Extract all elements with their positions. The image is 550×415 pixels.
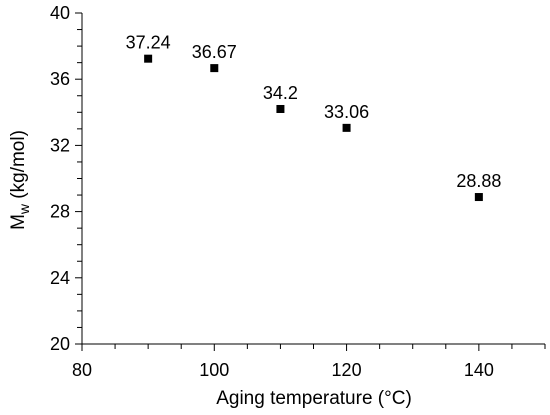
y-axis-title-subscript: w bbox=[16, 203, 32, 215]
y-tick-label: 36 bbox=[50, 69, 70, 89]
data-label: 33.06 bbox=[324, 102, 369, 122]
data-point bbox=[144, 54, 153, 63]
data-point bbox=[474, 193, 483, 202]
x-tick-label: 120 bbox=[332, 360, 362, 380]
y-tick-label: 20 bbox=[50, 334, 70, 354]
y-axis-title-main: M bbox=[8, 214, 29, 230]
plot-area: 20 24 28 32 36 40 80 100 120 140 37.24 36.67 34.2 33.… bbox=[50, 3, 546, 380]
data-label: 37.24 bbox=[126, 33, 171, 53]
y-tick-label: 24 bbox=[50, 268, 70, 288]
y-tick-label: 32 bbox=[50, 135, 70, 155]
data-label: 34.2 bbox=[263, 83, 298, 103]
y-tick-label: 28 bbox=[50, 202, 70, 222]
data-label: 36.67 bbox=[192, 42, 237, 62]
x-tick-label: 100 bbox=[199, 360, 229, 380]
data-point bbox=[276, 104, 285, 113]
data-point bbox=[210, 64, 219, 73]
x-tick-label: 140 bbox=[464, 360, 494, 380]
x-tick-label: 80 bbox=[72, 360, 92, 380]
x-axis-title: Aging temperature (°C) bbox=[216, 388, 412, 409]
data-label: 28.88 bbox=[456, 171, 501, 191]
y-axis-title-rest: (kg/mol) bbox=[8, 130, 29, 204]
data-point bbox=[342, 123, 351, 132]
y-axis-title: Mw (kg/mol) bbox=[8, 130, 32, 230]
y-tick-label: 40 bbox=[50, 3, 70, 23]
